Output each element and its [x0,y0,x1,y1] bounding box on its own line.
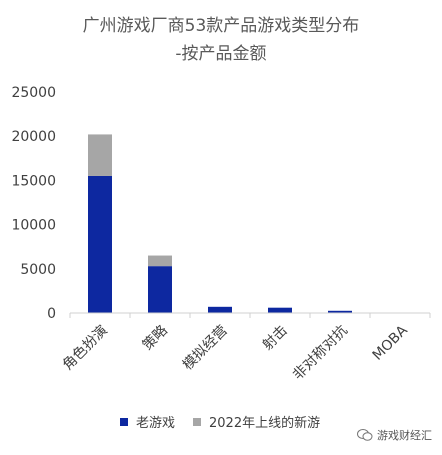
bar-old [148,266,172,313]
bar-old [328,310,352,313]
bar-old [208,306,232,313]
legend-item-old: 老游戏 [120,412,175,431]
bar-new [88,134,112,176]
x-tick-label: 射击 [260,323,291,354]
x-tick-label: 非对称对抗 [290,323,351,384]
x-tick-label: 模拟经营 [180,323,231,374]
y-tick-label: 10000 [11,218,56,234]
y-tick-label: 0 [47,306,56,322]
x-tick-label: MOBA [370,322,412,364]
watermark-text: 游戏财经汇 [377,429,432,442]
legend-label-new: 2022年上线的新游 [209,416,321,431]
legend-swatch-new [193,417,202,426]
legend-item-new: 2022年上线的新游 [193,412,320,431]
bar-new [148,255,172,267]
legend: 老游戏 2022年上线的新游 [120,412,338,431]
x-tick-label: 角色扮演 [59,322,111,374]
chart-title: 广州游戏厂商53款产品游戏类型分布 [82,16,360,36]
x-tick-label: 策略 [139,322,171,354]
y-tick-label: 25000 [11,85,56,101]
y-tick-label: 15000 [11,173,56,189]
chart-subtitle: -按产品金额 [175,44,267,64]
wechat-icon [357,429,373,441]
y-tick-label: 5000 [20,262,56,278]
watermark: 游戏财经汇 [357,427,432,443]
y-tick-label: 20000 [11,129,56,145]
legend-label-old: 老游戏 [136,416,176,431]
legend-swatch-old [120,417,128,426]
bar-old [88,175,112,313]
bar-old [268,307,292,313]
